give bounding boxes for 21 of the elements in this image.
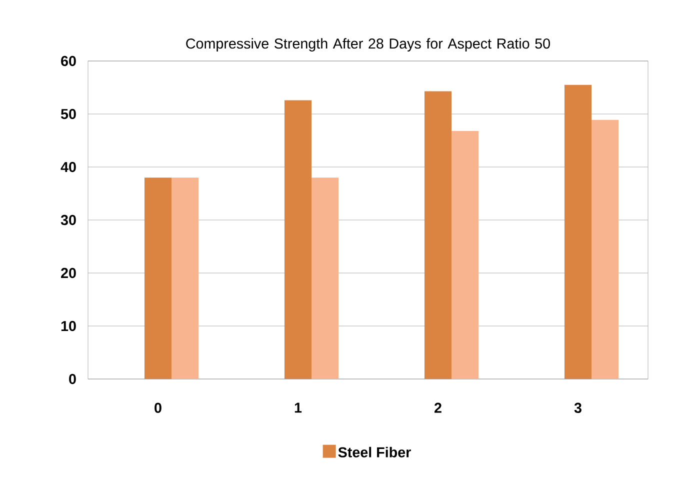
bar — [172, 178, 198, 379]
bar — [312, 178, 339, 379]
y-tick-label: 50 — [60, 108, 76, 120]
legend-label: Steel Fiber — [338, 446, 411, 458]
y-tick-label: 30 — [60, 214, 76, 226]
bar — [424, 91, 452, 379]
y-tick-label: 60 — [61, 56, 76, 66]
x-tick-label: 0 — [154, 402, 162, 413]
x-tick-label: 1 — [294, 402, 302, 413]
y-tick-label: 0 — [69, 374, 76, 384]
bar — [284, 100, 312, 379]
bar — [144, 178, 172, 379]
bar — [564, 84, 592, 379]
x-tick-label: 2 — [434, 402, 442, 413]
y-tick-label: 20 — [61, 268, 76, 278]
bar — [452, 130, 479, 379]
x-tick-label: 3 — [574, 402, 582, 413]
y-tick-label: 10 — [61, 320, 76, 332]
bar — [592, 120, 619, 379]
y-tick-label: 40 — [60, 162, 76, 172]
chart-title: Compressive Strength After 28 Days for Aspect Ratio 50 — [186, 38, 550, 52]
